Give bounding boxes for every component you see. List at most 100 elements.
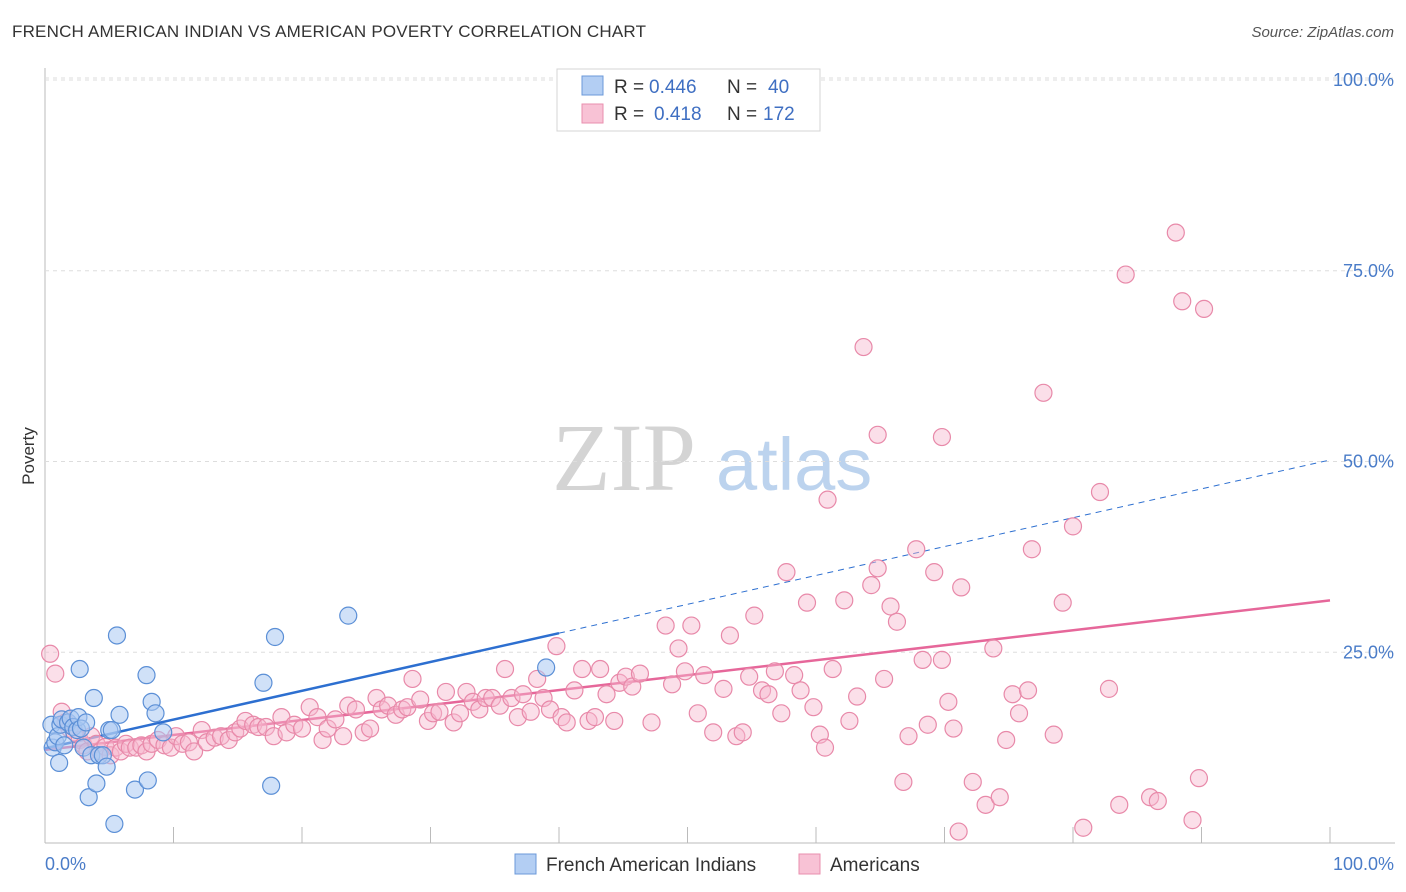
americans-point bbox=[411, 690, 430, 709]
americans-point bbox=[688, 704, 707, 723]
americans-point bbox=[300, 698, 319, 717]
americans-point bbox=[1194, 299, 1214, 318]
americans-point bbox=[585, 708, 605, 727]
legend-r-label-1: R = bbox=[614, 77, 644, 98]
americans-point bbox=[249, 717, 268, 737]
americans-point bbox=[848, 687, 867, 706]
americans-point bbox=[745, 606, 764, 625]
americans-point bbox=[476, 688, 495, 708]
legend-r-value-1: 0.446 bbox=[649, 77, 697, 98]
french-american-indians-point bbox=[146, 704, 165, 723]
y-axis-label: Poverty bbox=[19, 427, 38, 485]
americans-point bbox=[502, 688, 521, 708]
french-american-indians-point bbox=[265, 627, 285, 647]
americans-point bbox=[818, 490, 837, 509]
americans-point bbox=[907, 540, 926, 559]
americans-point bbox=[759, 685, 778, 704]
americans-point bbox=[662, 675, 682, 694]
americans-points bbox=[41, 223, 1214, 841]
correlation-legend: R = 0.446 N = 40 R = 0.418 N = 172 bbox=[556, 68, 821, 132]
americans-point bbox=[932, 650, 952, 669]
americans-point bbox=[1022, 540, 1041, 559]
americans-point bbox=[862, 576, 881, 595]
trend-lines bbox=[44, 459, 1331, 752]
americans-point bbox=[797, 593, 817, 612]
americans-point bbox=[840, 711, 859, 731]
americans-point bbox=[656, 616, 675, 635]
americans-point bbox=[1003, 685, 1022, 704]
french-american-indians-point bbox=[107, 626, 127, 645]
americans-point bbox=[597, 685, 616, 704]
americans-point bbox=[976, 795, 995, 814]
americans-point bbox=[1110, 795, 1129, 814]
americans-point bbox=[815, 738, 835, 757]
americans-point bbox=[346, 700, 366, 719]
source-label: Source: ZipAtlas.com bbox=[1251, 24, 1394, 41]
americans-point bbox=[887, 612, 907, 631]
x-tick-label-min: 0.0% bbox=[45, 854, 86, 874]
americans-point bbox=[875, 669, 894, 689]
americans-point bbox=[1018, 681, 1038, 700]
french-american-indians-point bbox=[55, 736, 74, 755]
americans-point bbox=[457, 682, 476, 702]
americans-point bbox=[642, 713, 661, 732]
americans-point bbox=[313, 730, 332, 750]
americans-point bbox=[444, 713, 463, 732]
americans-point bbox=[308, 708, 327, 727]
americans-point bbox=[318, 719, 337, 738]
americans-point bbox=[547, 637, 566, 656]
x-tick-label-max: 100.0% bbox=[1333, 854, 1394, 874]
americans-point bbox=[925, 563, 944, 582]
x-tick-marks bbox=[173, 827, 1331, 843]
americans-point bbox=[219, 730, 238, 750]
grid-lines bbox=[45, 77, 1395, 653]
legend-r-value-2: 0.418 bbox=[654, 104, 702, 125]
french-american-indians-point bbox=[50, 753, 69, 772]
series-swatch-pink bbox=[798, 853, 821, 875]
americans-point bbox=[1009, 704, 1029, 723]
americans-point bbox=[552, 708, 571, 727]
french-american-indians-point bbox=[87, 774, 106, 793]
french-american-indians-point bbox=[79, 788, 98, 807]
americans-point bbox=[733, 723, 752, 742]
americans-point bbox=[918, 715, 937, 734]
americans-point bbox=[913, 650, 932, 669]
french-american-indians-point bbox=[262, 776, 281, 795]
americans-point bbox=[823, 659, 842, 679]
americans-point bbox=[984, 639, 1003, 658]
y-tick-label: 100.0% bbox=[1333, 70, 1394, 90]
americans-point bbox=[772, 704, 791, 723]
french-american-indians-point bbox=[537, 658, 556, 677]
french-american-indians-points bbox=[42, 606, 556, 834]
americans-point bbox=[1116, 265, 1135, 284]
series-legend: French American Indians Americans bbox=[514, 853, 920, 876]
americans-point bbox=[682, 616, 701, 635]
americans-point bbox=[1173, 292, 1192, 311]
series-label-americans: Americans bbox=[830, 855, 920, 876]
americans-point bbox=[1063, 517, 1083, 536]
watermark-zip: ZIP bbox=[552, 404, 696, 511]
americans-point bbox=[997, 730, 1016, 750]
french-american-indians-trend-line bbox=[44, 631, 560, 750]
americans-point bbox=[669, 639, 688, 658]
americans-point bbox=[990, 788, 1009, 807]
americans-point bbox=[591, 659, 610, 679]
americans-point bbox=[949, 822, 968, 841]
americans-point bbox=[630, 664, 650, 683]
americans-point bbox=[573, 659, 592, 679]
y-tick-label: 75.0% bbox=[1343, 261, 1394, 281]
legend-n-value-1: 40 bbox=[768, 77, 789, 98]
americans-point bbox=[868, 425, 887, 444]
americans-point bbox=[1183, 811, 1202, 830]
americans-point bbox=[513, 685, 533, 704]
americans-point bbox=[403, 669, 422, 689]
americans-point bbox=[565, 681, 584, 700]
americans-point bbox=[41, 644, 60, 663]
americans-point bbox=[616, 667, 635, 686]
americans-point bbox=[256, 717, 276, 737]
americans-point bbox=[423, 704, 443, 723]
french-american-indians-point bbox=[77, 713, 96, 732]
americans-point bbox=[899, 727, 918, 746]
americans-point bbox=[952, 578, 971, 597]
